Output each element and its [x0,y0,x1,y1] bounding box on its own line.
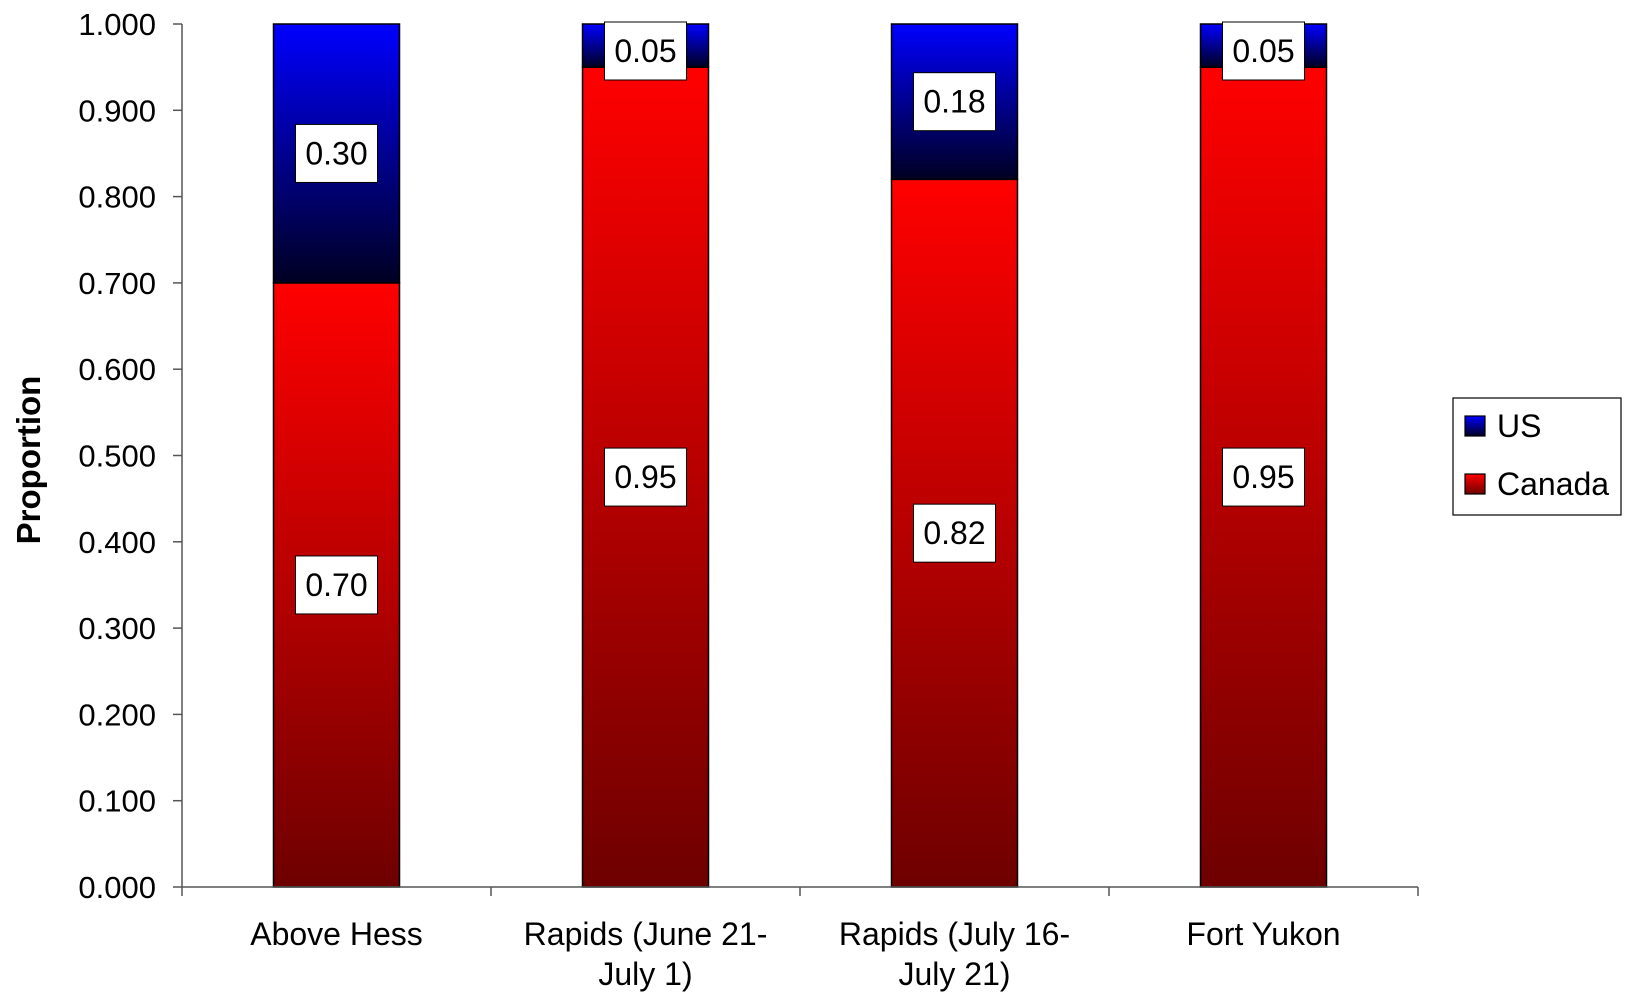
x-category-label: Rapids (July 16- July 21) [839,916,1070,992]
data-label-box-canada-2 [604,447,687,507]
bars-layer [272,23,1328,888]
y-tick-label: 0.800 [78,180,156,215]
data-label-box-canada-1 [295,555,378,615]
y-tick-label: 0.600 [78,352,156,387]
y-tick-label: 0.900 [78,93,156,128]
data-label-us-1: 0.30 [305,135,367,171]
y-tick-label: 0.300 [78,611,156,646]
data-label-canada-3: 0.82 [923,515,985,551]
x-category-label: Above Hess [250,916,423,952]
legend-swatch-us [1464,415,1486,437]
y-tick-label: 0.400 [78,525,156,560]
data-label-box-canada-3 [913,503,996,563]
y-tick-label: 0.000 [78,870,156,905]
x-category-label-line: Rapids (July 16- [839,916,1070,952]
data-labels-layer: 0.70 0.30 0.95 0.05 0.82 0.18 0.95 0.05 [295,21,1305,615]
y-axis-title: Proportion [10,376,47,545]
data-label-us-4: 0.05 [1232,33,1294,69]
y-tick-label: 0.700 [78,266,156,301]
legend-swatch-canada [1464,473,1486,495]
data-label-us-3: 0.18 [923,84,985,120]
legend: US Canada [1452,397,1622,516]
y-tick-label: 0.100 [78,784,156,819]
data-label-box-us-1 [295,123,378,183]
data-label-box-us-3 [913,72,996,132]
legend-label-us: US [1497,408,1541,444]
x-category-label: Fort Yukon [1186,916,1340,952]
axes-layer: 0.0000.1000.2000.3000.4000.5000.6000.700… [78,7,1419,992]
y-tick-label: 0.200 [78,697,156,732]
data-label-box-canada-4 [1222,447,1305,507]
x-category-label: Rapids (June 21- July 1) [524,916,768,992]
x-category-label-line: Above Hess [250,916,423,952]
data-label-canada-1: 0.70 [305,567,367,603]
y-tick-label: 1.000 [78,7,156,42]
y-tick-label: 0.500 [78,439,156,474]
x-category-label-line: July 1) [598,956,692,992]
x-category-label-line: Rapids (June 21- [524,916,768,952]
x-category-label-line: July 21) [898,956,1010,992]
data-label-canada-4: 0.95 [1232,459,1294,495]
x-category-label-line: Fort Yukon [1186,916,1340,952]
data-label-box-us-4 [1222,21,1305,81]
data-label-box-us-2 [604,21,687,81]
data-label-canada-2: 0.95 [614,459,676,495]
legend-label-canada: Canada [1497,466,1609,502]
data-label-us-2: 0.05 [614,33,676,69]
